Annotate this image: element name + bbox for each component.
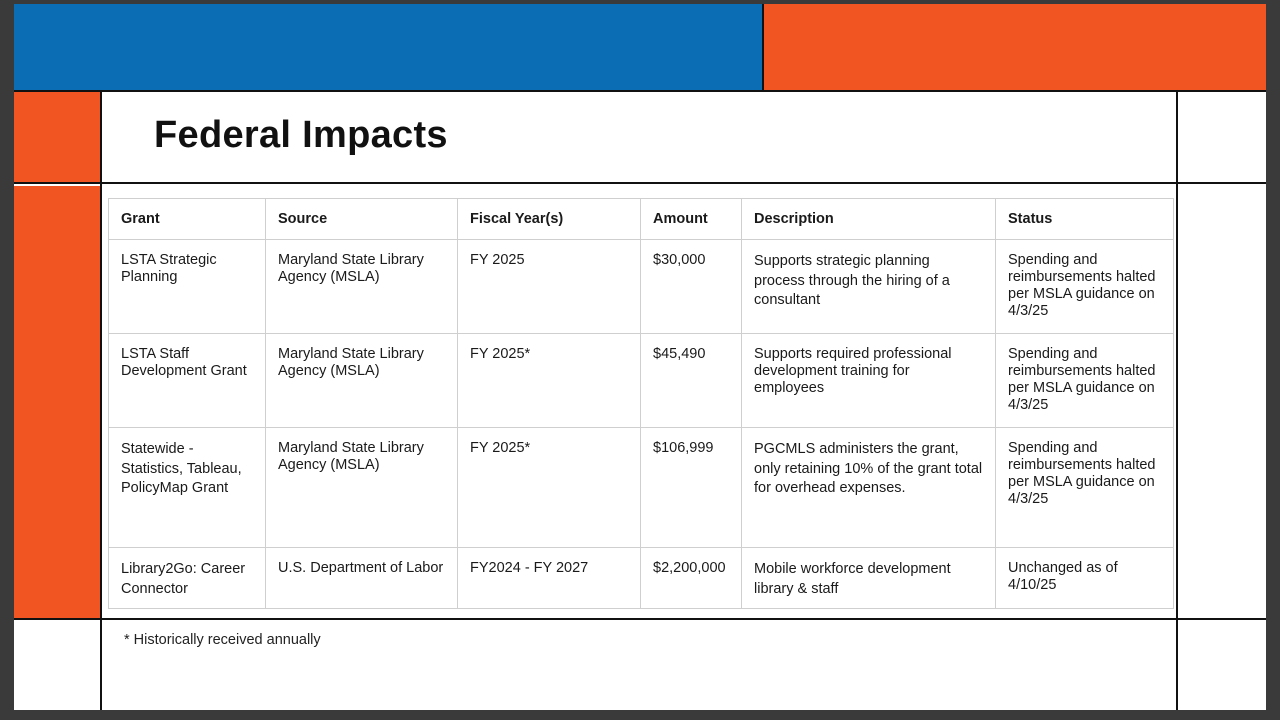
cell-fiscal-years: FY 2025*: [457, 333, 641, 428]
header-fiscal-years: Fiscal Year(s): [457, 198, 641, 240]
header-grant: Grant: [108, 198, 266, 240]
frame-line-bottom: [14, 618, 1266, 620]
footnote: * Historically received annually: [124, 632, 321, 648]
cell-amount: $2,200,000: [640, 547, 742, 609]
header-divider: [762, 4, 764, 90]
cell-amount: $45,490: [640, 333, 742, 428]
cell-description: PGCMLS administers the grant, only retai…: [741, 427, 996, 548]
slide: Federal Impacts Grant Source Fiscal Year…: [14, 4, 1266, 710]
cell-fiscal-years: FY2024 - FY 2027: [457, 547, 641, 609]
frame-line-top: [14, 90, 1266, 92]
orange-side-bar: [14, 186, 100, 620]
cell-source: Maryland State Library Agency (MSLA): [265, 333, 458, 428]
table-row: LSTA Strategic Planning Maryland State L…: [108, 239, 1174, 334]
orange-side-tab: [14, 92, 100, 184]
cell-grant: LSTA Staff Development Grant: [108, 333, 266, 428]
cell-source: Maryland State Library Agency (MSLA): [265, 239, 458, 334]
header-description: Description: [741, 198, 996, 240]
table-row: Statewide - Statistics, Tableau, PolicyM…: [108, 427, 1174, 548]
cell-amount: $106,999: [640, 427, 742, 548]
blue-header-band: [14, 4, 762, 90]
cell-description: Supports strategic planning process thro…: [741, 239, 996, 334]
header-amount: Amount: [640, 198, 742, 240]
cell-description: Mobile workforce development library & s…: [741, 547, 996, 609]
header-status: Status: [995, 198, 1174, 240]
table-row: Library2Go: Career Connector U.S. Depart…: [108, 547, 1174, 609]
cell-fiscal-years: FY 2025: [457, 239, 641, 334]
table-row: LSTA Staff Development Grant Maryland St…: [108, 333, 1174, 428]
cell-grant: Library2Go: Career Connector: [108, 547, 266, 609]
cell-status: Spending and reimbursements halted per M…: [995, 427, 1174, 548]
frame-line-left: [100, 92, 102, 710]
grants-table: Grant Source Fiscal Year(s) Amount Descr…: [108, 198, 1174, 609]
cell-source: U.S. Department of Labor: [265, 547, 458, 609]
header-source: Source: [265, 198, 458, 240]
frame-line-right: [1176, 92, 1178, 710]
orange-header-band: [764, 4, 1266, 90]
table-header-row: Grant Source Fiscal Year(s) Amount Descr…: [108, 198, 1174, 240]
page-title: Federal Impacts: [154, 114, 448, 156]
cell-status: Spending and reimbursements halted per M…: [995, 239, 1174, 334]
cell-status: Spending and reimbursements halted per M…: [995, 333, 1174, 428]
cell-grant: Statewide - Statistics, Tableau, PolicyM…: [108, 427, 266, 548]
cell-fiscal-years: FY 2025*: [457, 427, 641, 548]
cell-source: Maryland State Library Agency (MSLA): [265, 427, 458, 548]
cell-description: Supports required professional developme…: [741, 333, 996, 428]
frame-line-title: [14, 182, 1266, 184]
cell-amount: $30,000: [640, 239, 742, 334]
cell-status: Unchanged as of 4/10/25: [995, 547, 1174, 609]
cell-grant: LSTA Strategic Planning: [108, 239, 266, 334]
